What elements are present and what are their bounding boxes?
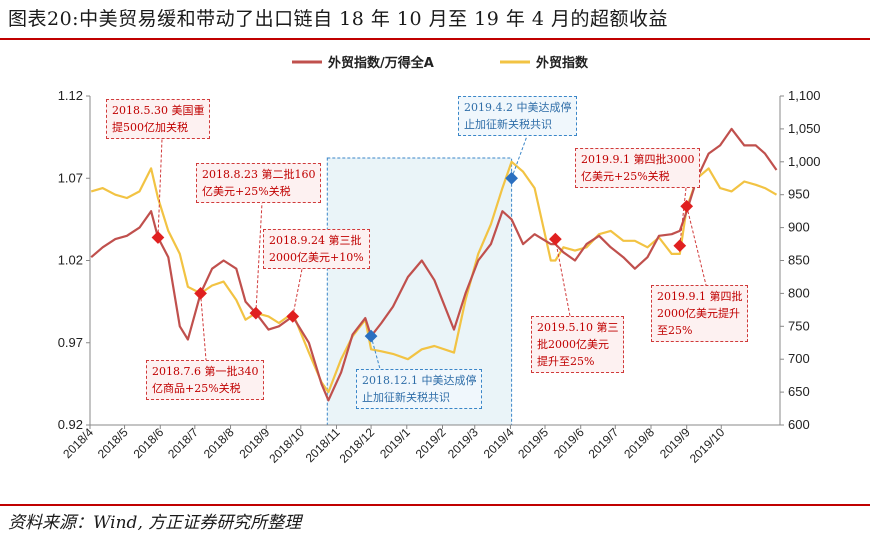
right-tick-label: 750 xyxy=(788,318,810,333)
x-tick-label: 2019/3 xyxy=(445,425,481,461)
right-tick-label: 1,100 xyxy=(788,88,821,103)
legend-label: 外贸指数 xyxy=(535,55,589,71)
x-tick-label: 2018/7 xyxy=(165,425,201,461)
x-tick-label: 2019/5 xyxy=(515,425,551,461)
annotation-leader xyxy=(686,206,707,286)
event-marker xyxy=(151,231,165,244)
event-annotation: 2018.12.1 中美达成停 止加征新关税共识 xyxy=(356,369,483,410)
annotation-leader xyxy=(255,202,263,314)
left-tick-label: 0.97 xyxy=(58,335,83,350)
right-tick-label: 900 xyxy=(788,220,810,235)
left-tick-label: 1.12 xyxy=(58,88,83,103)
right-tick-label: 850 xyxy=(788,253,810,268)
x-tick-label: 2018/10 xyxy=(266,425,307,466)
event-annotation: 2018.7.6 第一批340 亿商品+25%关税 xyxy=(146,360,265,401)
x-tick-label: 2019/8 xyxy=(621,425,657,461)
annotation-leader xyxy=(370,336,381,370)
event-annotation: 2019.9.1 第四批 2000亿美元提升 至25% xyxy=(651,285,749,343)
annotation-leader xyxy=(292,268,303,317)
x-tick-label: 2019/6 xyxy=(551,425,587,461)
right-tick-label: 1,000 xyxy=(788,154,821,169)
legend-label: 外贸指数/万得全A xyxy=(327,55,434,71)
event-annotation: 2019.9.1 第四批3000 亿美元+25%关税 xyxy=(575,148,701,189)
right-tick-label: 800 xyxy=(788,285,810,300)
annotation-leader xyxy=(157,138,163,238)
event-marker xyxy=(673,239,687,253)
right-tick-label: 950 xyxy=(788,187,810,202)
annotation-leader xyxy=(511,135,528,179)
annotation-leader xyxy=(554,239,571,317)
event-annotation: 2019.5.10 第三 批2000亿美元 提升至25% xyxy=(531,316,625,374)
event-marker xyxy=(194,287,207,300)
x-tick-label: 2019/1 xyxy=(377,425,413,461)
left-tick-label: 1.07 xyxy=(58,170,83,185)
right-tick-label: 1,050 xyxy=(788,121,821,136)
event-marker xyxy=(249,306,263,320)
x-tick-label: 2018/12 xyxy=(337,425,378,466)
x-tick-label: 2018/8 xyxy=(201,425,237,461)
x-tick-label: 2019/10 xyxy=(687,425,728,466)
event-marker xyxy=(286,310,300,323)
event-annotation: 2019.4.2 中美达成停 止加征新关税共识 xyxy=(458,96,578,137)
x-tick-label: 2018/5 xyxy=(95,425,131,461)
x-tick-label: 2019/4 xyxy=(481,425,517,461)
event-annotation: 2018.9.24 第三批 2000亿美元+10% xyxy=(263,229,370,270)
left-tick-label: 1.02 xyxy=(58,253,83,268)
event-annotation: 2018.5.30 美国重 提500亿加关税 xyxy=(106,99,211,140)
title-rule xyxy=(0,38,870,40)
source-note: 资料来源：Wind, 方正证券研究所整理 xyxy=(8,513,302,533)
right-tick-label: 600 xyxy=(788,417,810,432)
right-tick-label: 650 xyxy=(788,384,810,399)
event-marker xyxy=(364,329,378,343)
annotation-leader xyxy=(200,293,207,361)
x-tick-label: 2019/7 xyxy=(586,425,622,461)
right-tick-label: 700 xyxy=(788,351,810,366)
event-marker xyxy=(680,199,694,213)
page-title: 图表20:中美贸易缓和带动了出口链自 18 年 10 月至 19 年 4 月的超… xyxy=(8,8,669,30)
event-annotation: 2018.8.23 第二批160 亿美元+25%关税 xyxy=(196,163,322,204)
source-rule xyxy=(0,504,870,506)
x-tick-label: 2019/2 xyxy=(413,425,449,461)
x-tick-label: 2018/6 xyxy=(131,425,167,461)
left-tick-label: 0.92 xyxy=(58,417,83,432)
chart-legend: 外贸指数/万得全A 外贸指数 xyxy=(292,55,589,71)
x-tick-label: 2018/11 xyxy=(303,425,343,465)
